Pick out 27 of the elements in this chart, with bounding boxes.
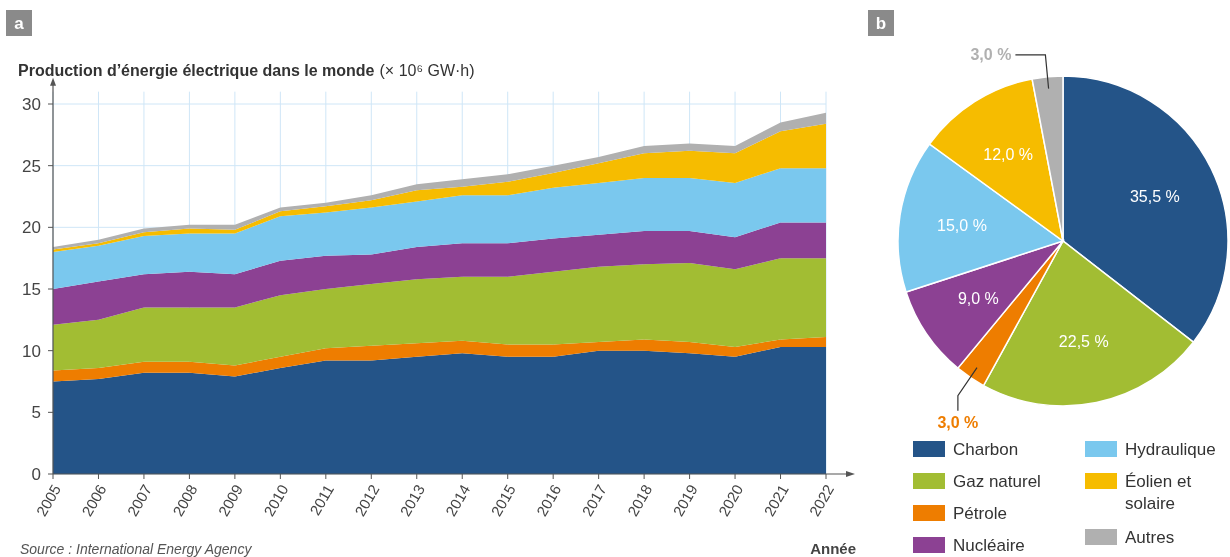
- legend-label: Gaz naturel: [953, 471, 1041, 491]
- chart-title: Production d’énergie électrique dans le monde: [18, 62, 375, 79]
- y-tick-label: 15: [22, 279, 41, 299]
- chart-subtitle: (× 10⁶ GW·h): [379, 62, 475, 79]
- source-note: Source : International Energy Agency: [20, 541, 253, 557]
- y-tick-label: 25: [22, 156, 41, 176]
- data-label: 12,0 %: [983, 146, 1034, 164]
- data-label: 3,0 %: [937, 413, 979, 431]
- data-label: 9,0 %: [957, 290, 999, 308]
- legend-label: Nucléaire: [953, 535, 1025, 555]
- text: a: [14, 14, 25, 33]
- y-tick-label: 20: [22, 218, 41, 238]
- data-label: 3,0 %: [970, 46, 1012, 64]
- data-label: 35,5 %: [1129, 187, 1180, 205]
- y-tick-label: 0: [31, 464, 41, 484]
- legend-label: Éolien et solaire: [1125, 471, 1192, 514]
- text: b: [875, 14, 887, 33]
- y-tick-label: 30: [22, 94, 41, 114]
- legend-label: Charbon: [953, 439, 1019, 459]
- y-tick-label: 5: [31, 403, 41, 423]
- x-axis-title: Année: [810, 540, 856, 557]
- data-label: 22,5 %: [1058, 332, 1109, 350]
- y-tick-label: 10: [22, 341, 41, 361]
- data-label: 15,0 %: [937, 216, 987, 234]
- legend-label: Autres: [1125, 527, 1175, 547]
- legend-label: Pétrole: [953, 503, 1007, 523]
- legend-label: Hydraulique: [1125, 439, 1216, 459]
